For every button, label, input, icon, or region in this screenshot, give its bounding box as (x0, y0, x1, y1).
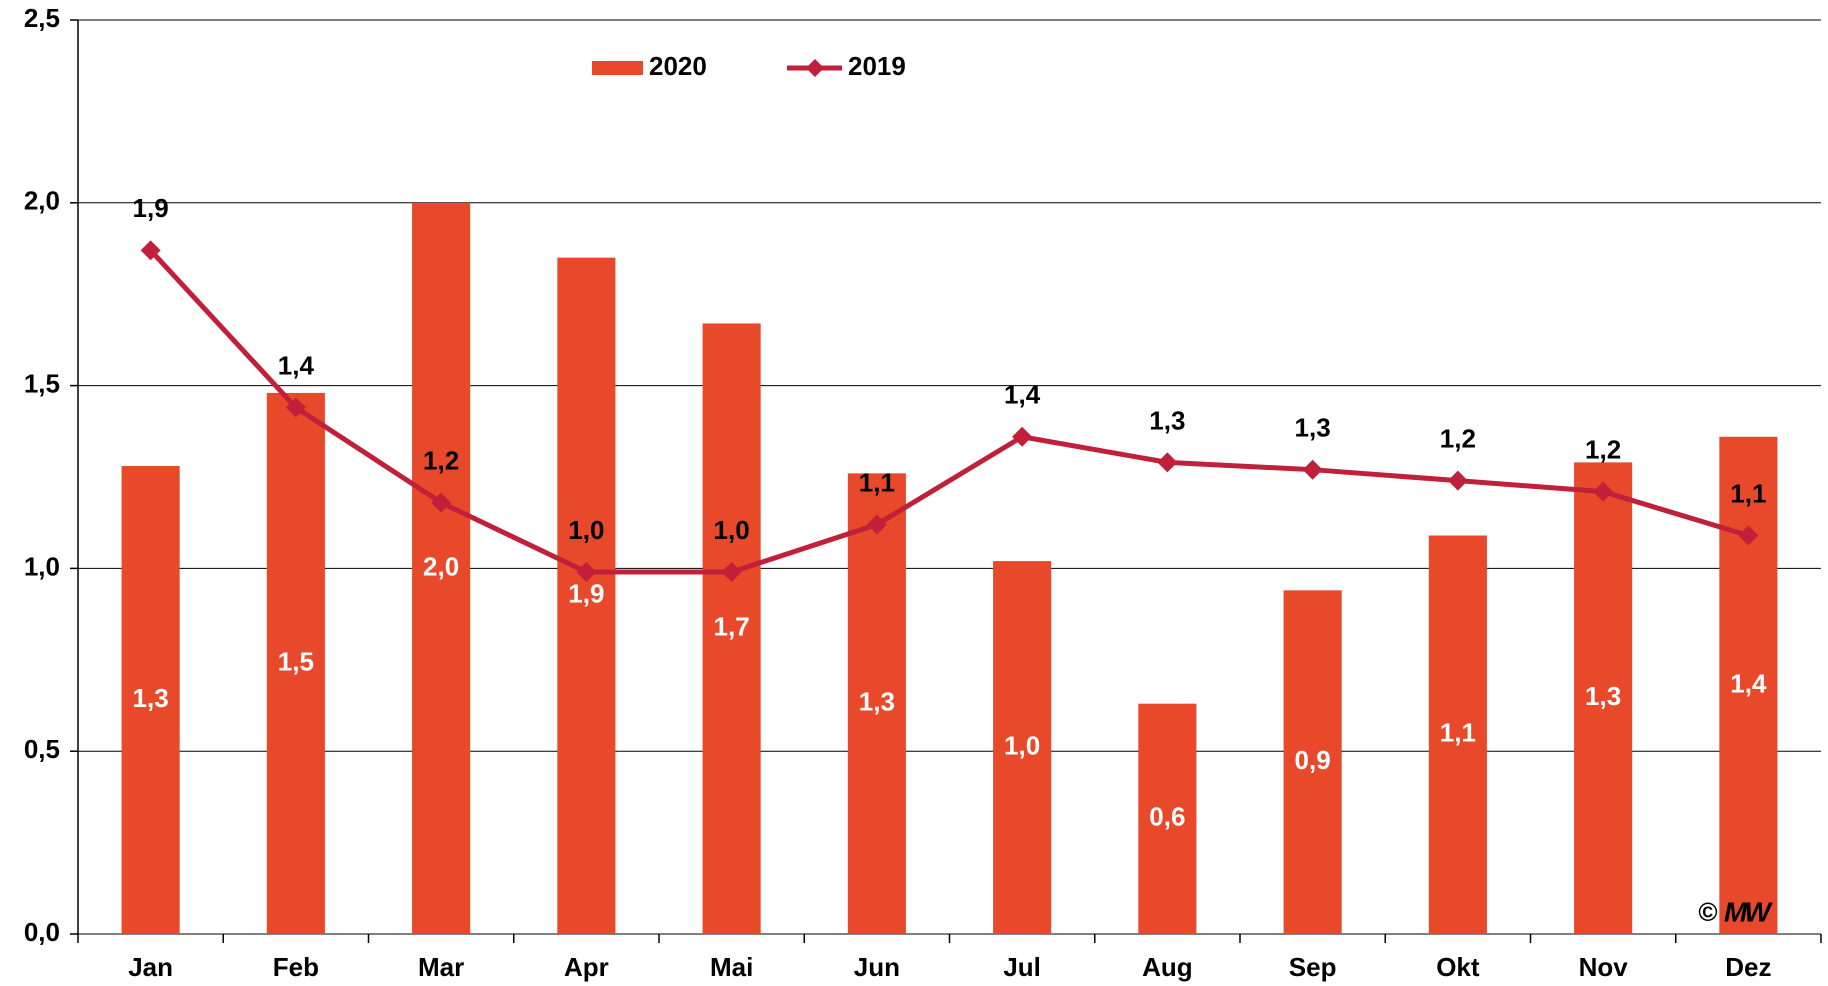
bar-label: 1,4 (1730, 668, 1767, 698)
line-label: 1,2 (1585, 434, 1621, 464)
bar-label: 1,3 (859, 687, 895, 717)
line-marker (866, 514, 887, 535)
line-marker (721, 562, 742, 583)
legend-marker (806, 59, 824, 77)
logo: MW (1724, 896, 1773, 927)
bar (266, 392, 325, 934)
y-tick-label: 2,5 (24, 3, 60, 33)
y-tick-label: 1,5 (24, 368, 60, 398)
bar-label: 1,3 (1585, 681, 1621, 711)
x-tick-label: Apr (564, 952, 609, 982)
line-marker (1012, 426, 1033, 447)
bar-label: 1,3 (133, 683, 169, 713)
x-tick-label: Feb (273, 952, 319, 982)
x-tick-label: Sep (1289, 952, 1337, 982)
x-tick-label: Aug (1142, 952, 1193, 982)
x-tick-label: Nov (1579, 952, 1629, 982)
line-marker (1157, 452, 1178, 473)
bar-label: 1,5 (278, 646, 314, 676)
y-tick-label: 2,0 (24, 186, 60, 216)
bar (1719, 436, 1778, 934)
copyright: © (1698, 897, 1717, 927)
line-label: 1,3 (1149, 405, 1185, 435)
line-label: 1,1 (859, 467, 895, 497)
line-marker (576, 562, 597, 583)
bar (557, 257, 616, 934)
bar-label: 0,9 (1295, 745, 1331, 775)
x-tick-label: Jan (128, 952, 173, 982)
line-label: 1,0 (714, 515, 750, 545)
bar (702, 323, 761, 934)
line-label: 1,4 (278, 350, 315, 380)
line-label: 1,1 (1730, 478, 1766, 508)
line-label: 1,2 (423, 445, 459, 475)
x-tick-label: Mai (710, 952, 753, 982)
line-label: 1,2 (1440, 424, 1476, 454)
bar-label: 1,7 (714, 612, 750, 642)
bar (121, 466, 180, 934)
legend-swatch (592, 61, 643, 75)
line-marker (1738, 525, 1759, 546)
legend-label: 2019 (848, 51, 906, 81)
line-marker (1447, 470, 1468, 491)
y-tick-label: 0,0 (24, 917, 60, 947)
x-tick-label: Jun (854, 952, 900, 982)
line-marker (285, 397, 306, 418)
bar (1428, 535, 1487, 934)
line-marker (140, 240, 161, 261)
y-tick-label: 0,5 (24, 734, 60, 764)
bar (1283, 590, 1342, 934)
x-tick-label: Okt (1436, 952, 1480, 982)
line-label: 1,4 (1004, 380, 1041, 410)
y-tick-label: 1,0 (24, 551, 60, 581)
bar (1138, 703, 1197, 934)
bar (993, 561, 1052, 934)
line-marker (1302, 459, 1323, 480)
bar-label: 1,0 (1004, 730, 1040, 760)
line-label: 1,3 (1295, 413, 1331, 443)
line-marker (431, 492, 452, 513)
bar-label: 1,1 (1440, 718, 1476, 748)
line-marker (1593, 481, 1614, 502)
bar (1574, 462, 1633, 934)
bar-label: 1,9 (568, 579, 604, 609)
bar (412, 202, 471, 935)
x-tick-label: Mar (418, 952, 464, 982)
line-label: 1,0 (568, 515, 604, 545)
line (148, 248, 1750, 575)
x-tick-label: Dez (1725, 952, 1771, 982)
line-label: 1,9 (133, 193, 169, 223)
legend-label: 2020 (649, 51, 707, 81)
bar-label: 0,6 (1149, 802, 1185, 832)
x-tick-label: Jul (1003, 952, 1041, 982)
bar (847, 473, 906, 934)
bar-label: 2,0 (423, 551, 459, 581)
